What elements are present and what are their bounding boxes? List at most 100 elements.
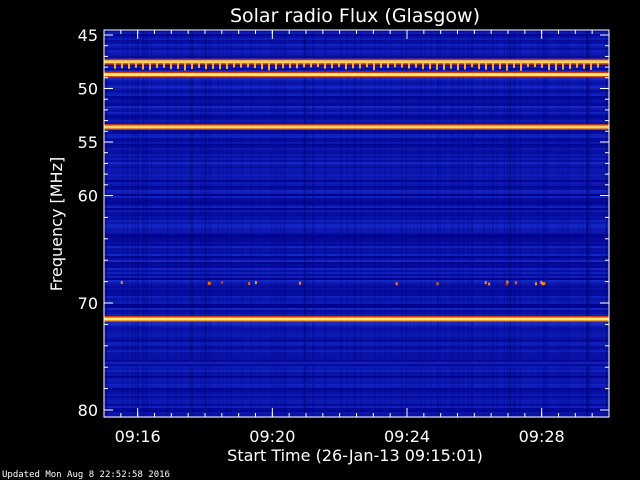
spectrogram-row [104, 248, 609, 250]
spectrogram-row [104, 42, 609, 44]
band-spike [576, 62, 578, 68]
spectrogram-streak [586, 30, 588, 417]
spectrogram-streak [514, 30, 516, 417]
spectrogram-row [104, 54, 609, 56]
band-spike [555, 62, 557, 71]
spectrogram-row [104, 156, 609, 158]
spectrogram-streak [491, 30, 493, 417]
spectrogram-row [104, 200, 609, 202]
spectrogram-row [104, 70, 609, 72]
band-spike [135, 62, 137, 68]
band-spike [247, 62, 249, 68]
hot-pixel [248, 282, 251, 286]
band-spike [415, 62, 417, 68]
y-axis-label: Frequency [MHz] [47, 157, 66, 291]
spectrogram-streak [325, 30, 327, 417]
spectrogram-streak [144, 30, 146, 417]
hot-pixel [120, 280, 123, 284]
band-spike [373, 62, 375, 71]
spectrogram-row [104, 212, 609, 214]
spectrogram-row [104, 170, 609, 172]
spectrogram-row [104, 398, 609, 400]
spectrogram-row [104, 228, 609, 230]
spectrogram-row [104, 396, 609, 398]
spectrogram-row [104, 290, 609, 292]
spectrogram-streak [417, 30, 419, 417]
spectrogram-row [104, 280, 609, 282]
band-spike [212, 62, 214, 70]
spectrogram-row [104, 158, 609, 160]
band-spike [394, 62, 396, 68]
spectrogram-streak [467, 30, 469, 417]
spectrogram-streak [488, 30, 490, 417]
spectrogram-row [104, 108, 609, 110]
spectrogram-row [104, 140, 609, 142]
spectrogram-row [104, 288, 609, 290]
spectrogram-streak [519, 30, 521, 417]
spectrogram-row [104, 340, 609, 342]
hot-pixel [298, 281, 301, 285]
hot-pixel [514, 281, 517, 285]
band-spike [128, 62, 130, 69]
spectrogram-streak [541, 30, 543, 417]
spectrogram-row [104, 232, 609, 234]
spectrogram-streak [544, 30, 546, 417]
band-spike [303, 62, 305, 68]
y-tick-label: 55 [78, 133, 98, 152]
spectrogram-row [104, 266, 609, 268]
spectrogram-streak [312, 30, 314, 417]
band-spike [345, 62, 347, 70]
band-spike [198, 62, 200, 69]
band-spike [359, 62, 361, 69]
spectrogram-row [104, 262, 609, 264]
spectrogram-row [104, 198, 609, 200]
band-spike [436, 62, 438, 70]
spectrogram-row [104, 358, 609, 360]
spectrogram-row [104, 114, 609, 116]
spectrogram-streak [579, 30, 581, 417]
spectrogram-row [104, 348, 609, 350]
hot-pixel [541, 282, 544, 286]
spectrogram-row [104, 312, 609, 314]
spectrogram-row [104, 382, 609, 384]
spectrogram-row [104, 176, 609, 178]
spectrogram-streak [605, 30, 607, 417]
spectrogram-row [104, 82, 609, 84]
spectrogram-streak [557, 30, 559, 417]
spectrogram-streak [401, 30, 403, 417]
frequency-band [104, 316, 609, 323]
updated-timestamp: Updated Mon Aug 8 22:52:58 2016 [2, 470, 170, 480]
spectrogram-row [104, 374, 609, 376]
spectrogram-streak [137, 30, 139, 417]
spectrogram-streak [217, 30, 219, 417]
spectrogram-row [104, 122, 609, 124]
spectrogram-row [104, 336, 609, 338]
band-spike [548, 62, 550, 71]
band-spike [149, 62, 151, 70]
band-spike [457, 62, 459, 71]
spectrogram-row [104, 408, 609, 410]
spectrogram-row [104, 272, 609, 274]
hot-pixel [208, 281, 211, 285]
band-spike [142, 62, 144, 70]
spectrogram-row [104, 314, 609, 316]
spectrogram-streak [587, 30, 589, 417]
spectrogram-row [104, 100, 609, 102]
spectrogram-row [104, 326, 609, 328]
spectrogram-streak [191, 30, 193, 417]
band-spike [296, 62, 298, 69]
band-spike [443, 62, 445, 70]
spectrogram-streak [437, 30, 439, 417]
spectrogram-row [104, 110, 609, 112]
spectrogram-row [104, 138, 609, 140]
spectrogram-row [104, 236, 609, 238]
spectrogram-row [104, 246, 609, 248]
spectrogram-streak [413, 30, 415, 417]
y-tick-label: 45 [78, 26, 98, 45]
spectrogram-row [104, 46, 609, 48]
spectrogram-row [104, 120, 609, 122]
spectrogram-streak [409, 30, 411, 417]
band-spike [324, 62, 326, 69]
band-spike [254, 62, 256, 69]
